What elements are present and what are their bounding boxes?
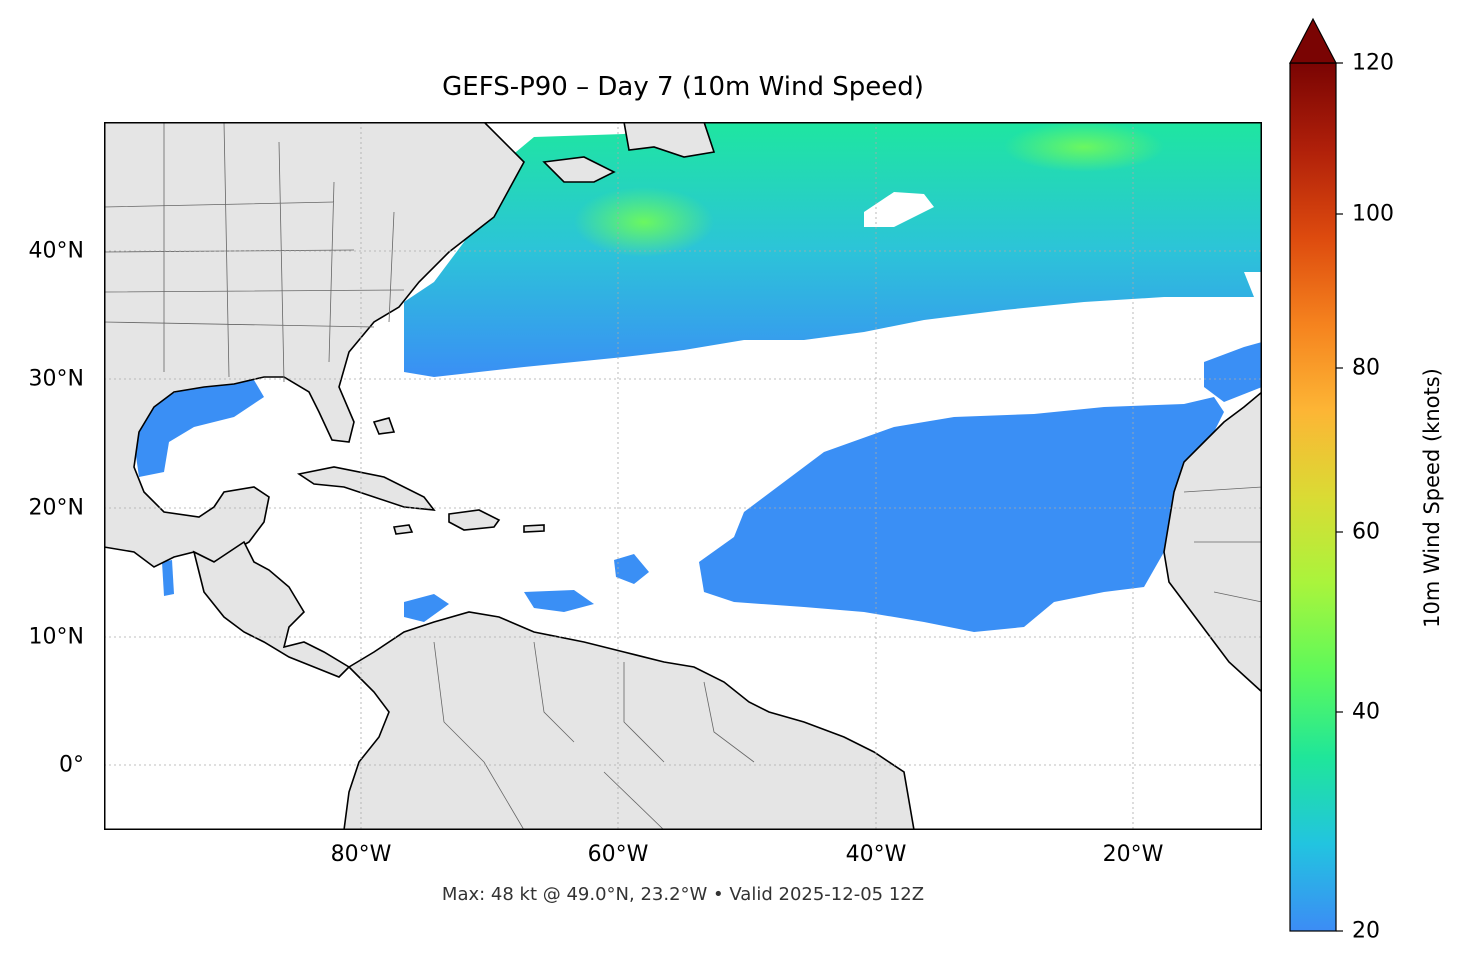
y-tick-0: 0° <box>59 752 84 778</box>
y-tick-40n: 40°N <box>28 238 84 264</box>
colorbar-tick-marks <box>1336 62 1343 932</box>
y-tick-10n: 10°N <box>28 624 84 650</box>
land-cuba <box>296 466 436 511</box>
land-central-america <box>192 540 351 678</box>
y-tick-20n: 20°N <box>28 495 84 521</box>
colorbar <box>1289 17 1343 932</box>
wind-caribbean-2 <box>614 554 649 584</box>
land-hispaniola <box>448 509 501 531</box>
wind-gap-calm <box>864 192 934 227</box>
colorbar-tick-60: 60 <box>1352 519 1380 545</box>
x-tick-20w: 20°W <box>1102 842 1164 867</box>
wind-canary <box>1204 342 1262 402</box>
wind-lesser-antilles <box>524 590 594 612</box>
wind-patch-west <box>162 560 174 596</box>
x-tick-60w: 60°W <box>587 842 649 867</box>
land-newfoundland <box>623 122 716 158</box>
colorbar-extend-arrow <box>1289 17 1337 64</box>
wind-caribbean-1 <box>404 594 449 622</box>
x-tick-40w: 40°W <box>845 842 907 867</box>
land-bahamas <box>372 417 396 435</box>
chart-title: GEFS-P90 – Day 7 (10m Wind Speed) <box>442 72 924 102</box>
colorbar-ramp <box>1289 62 1337 932</box>
land-nova-scotia <box>542 156 616 183</box>
y-tick-30n: 30°N <box>28 366 84 392</box>
x-tick-80w: 80°W <box>330 842 392 867</box>
land-south-america <box>343 611 915 830</box>
wind-north-atlantic <box>404 122 1262 377</box>
wind-subtropical-east <box>699 397 1224 632</box>
colorbar-tick-20: 20 <box>1352 918 1380 944</box>
colorbar-tick-100: 100 <box>1352 201 1394 227</box>
map-panel[interactable] <box>104 122 1262 830</box>
colorbar-tick-120: 120 <box>1352 50 1394 76</box>
political-borders <box>104 122 1262 830</box>
wind-gulf-mexico <box>134 380 264 477</box>
land-jamaica <box>392 524 414 535</box>
graticule <box>104 122 1262 830</box>
footnote: Max: 48 kt @ 49.0°N, 23.2°W • Valid 2025… <box>441 884 925 905</box>
map-frame <box>104 122 1262 830</box>
colorbar-label: 10m Wind Speed (knots) <box>1420 368 1444 628</box>
wind-field <box>134 122 1262 636</box>
colorbar-tick-40: 40 <box>1352 699 1380 725</box>
colorbar-tick-80: 80 <box>1352 355 1380 381</box>
land-puerto-rico <box>523 524 545 533</box>
